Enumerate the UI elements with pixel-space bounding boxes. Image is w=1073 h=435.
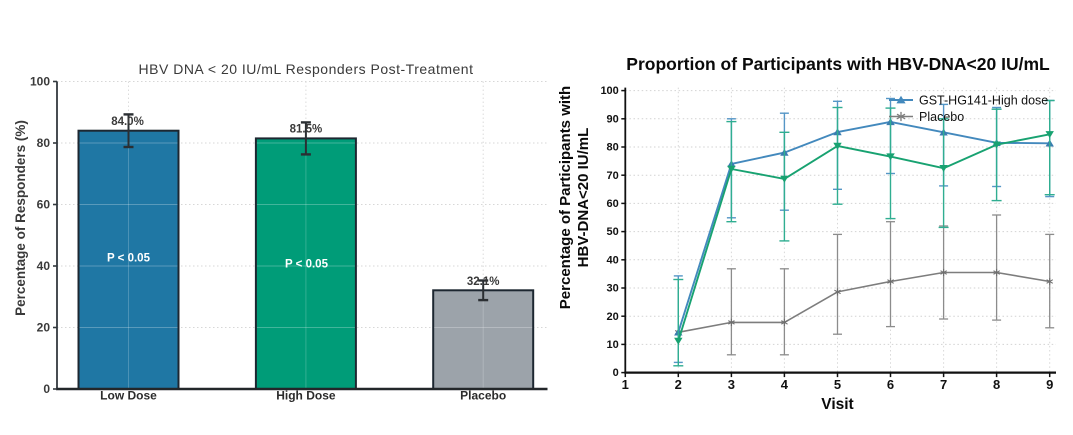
svg-text:0: 0 — [613, 367, 619, 379]
svg-text:60: 60 — [607, 198, 619, 210]
svg-text:3: 3 — [728, 377, 735, 392]
svg-text:4: 4 — [781, 377, 789, 392]
svg-text:HBV DNA < 20 IU/mL Responders: HBV DNA < 20 IU/mL Responders Post-Treat… — [139, 61, 474, 77]
svg-text:30: 30 — [607, 283, 619, 295]
svg-text:9: 9 — [1046, 377, 1053, 392]
svg-text:100: 100 — [600, 85, 618, 97]
svg-text:60: 60 — [37, 198, 51, 212]
svg-text:0: 0 — [43, 382, 50, 396]
svg-text:7: 7 — [940, 377, 947, 392]
svg-text:20: 20 — [607, 311, 619, 323]
svg-text:32.1%: 32.1% — [467, 276, 500, 288]
svg-text:6: 6 — [887, 377, 894, 392]
svg-text:High Dose: High Dose — [276, 389, 336, 403]
svg-text:80: 80 — [37, 136, 51, 150]
svg-text:Visit: Visit — [821, 396, 853, 413]
svg-text:5: 5 — [834, 377, 841, 392]
svg-text:P < 0.05: P < 0.05 — [107, 253, 151, 265]
svg-text:HBV-DNA<20 IU/mL: HBV-DNA<20 IU/mL — [575, 128, 592, 268]
svg-text:Proportion of Participants wit: Proportion of Participants with HBV-DNA<… — [626, 54, 1050, 74]
svg-text:P < 0.05: P < 0.05 — [285, 259, 329, 271]
svg-text:40: 40 — [607, 254, 619, 266]
svg-text:10: 10 — [607, 339, 619, 351]
svg-text:Low Dose: Low Dose — [100, 389, 157, 403]
svg-text:70: 70 — [607, 170, 619, 182]
svg-text:Percentage of Participants wit: Percentage of Participants with — [557, 86, 574, 309]
svg-text:GST-HG141-High dose: GST-HG141-High dose — [919, 93, 1048, 107]
svg-text:8: 8 — [993, 377, 1000, 392]
svg-text:1: 1 — [622, 377, 629, 392]
svg-text:20: 20 — [37, 321, 51, 335]
svg-text:90: 90 — [607, 113, 619, 125]
svg-text:40: 40 — [37, 259, 51, 273]
svg-text:Percentage of Responders (%): Percentage of Responders (%) — [13, 120, 28, 316]
svg-text:84.0%: 84.0% — [111, 116, 144, 128]
svg-text:100: 100 — [30, 75, 50, 89]
svg-text:2: 2 — [675, 377, 682, 392]
svg-text:80: 80 — [607, 142, 619, 154]
svg-text:Placebo: Placebo — [919, 110, 964, 124]
svg-text:Placebo: Placebo — [460, 389, 506, 403]
svg-text:50: 50 — [607, 226, 619, 238]
svg-text:81.5%: 81.5% — [290, 124, 323, 136]
